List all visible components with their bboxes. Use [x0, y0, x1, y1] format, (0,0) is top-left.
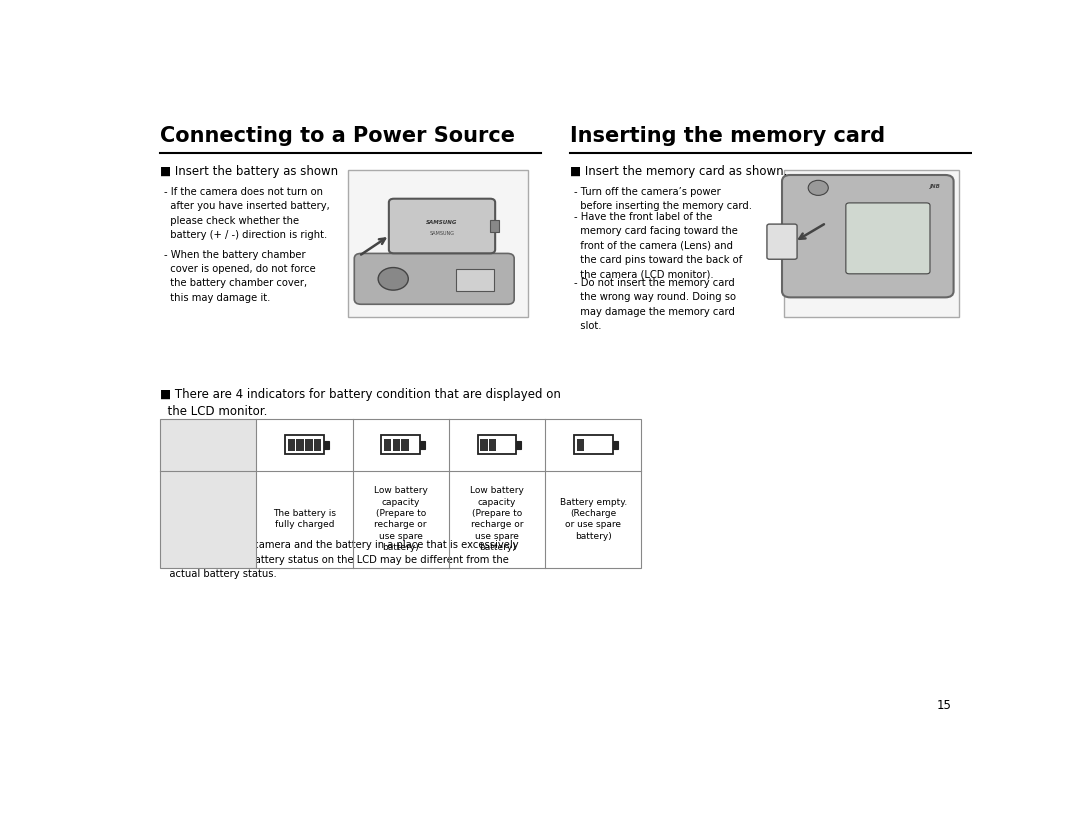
Bar — [490, 220, 499, 232]
Text: - When the battery chamber
  cover is opened, do not force
  the battery chamber: - When the battery chamber cover is open… — [164, 249, 316, 303]
Bar — [306, 438, 312, 452]
Bar — [285, 435, 324, 454]
Circle shape — [808, 180, 828, 196]
Bar — [477, 435, 516, 454]
Text: SAMSUNG: SAMSUNG — [430, 231, 455, 236]
Text: Connecting to a Power Source: Connecting to a Power Source — [160, 126, 515, 146]
FancyBboxPatch shape — [784, 170, 959, 317]
FancyBboxPatch shape — [767, 224, 797, 259]
Text: ■ Insert the memory card as shown.: ■ Insert the memory card as shown. — [570, 165, 787, 178]
Text: Battery
indicator: Battery indicator — [187, 434, 229, 455]
Text: - Do not insert the memory card
  the wrong way round. Doing so
  may damage the: - Do not insert the memory card the wron… — [575, 278, 737, 331]
Text: Battery
status: Battery status — [191, 509, 225, 530]
Text: - If the camera does not turn on
  after you have inserted battery,
  please che: - If the camera does not turn on after y… — [164, 187, 330, 240]
Text: ※ When using the camera and the battery in a place that is excessively
   cold o: ※ When using the camera and the battery … — [160, 540, 518, 579]
Bar — [489, 438, 497, 452]
Bar — [314, 438, 321, 452]
Text: The battery is
fully charged: The battery is fully charged — [273, 509, 336, 530]
FancyBboxPatch shape — [389, 199, 495, 253]
Text: - Have the front label of the
  memory card facing toward the
  front of the cam: - Have the front label of the memory car… — [575, 212, 743, 280]
Bar — [420, 441, 426, 449]
Bar — [516, 441, 522, 449]
Text: SAMSUNG: SAMSUNG — [427, 220, 458, 226]
Circle shape — [378, 267, 408, 290]
Bar — [160, 419, 256, 470]
Bar — [384, 438, 391, 452]
Text: - Turn off the camera’s power
  before inserting the memory card.: - Turn off the camera’s power before ins… — [575, 187, 753, 211]
Bar — [456, 269, 494, 291]
Text: Inserting the memory card: Inserting the memory card — [570, 126, 886, 146]
Text: ■ Insert the battery as shown: ■ Insert the battery as shown — [160, 165, 338, 178]
FancyBboxPatch shape — [354, 253, 514, 304]
Text: ■ There are 4 indicators for battery condition that are displayed on: ■ There are 4 indicators for battery con… — [160, 389, 561, 401]
Bar — [287, 438, 295, 452]
Bar — [402, 438, 409, 452]
Text: 15: 15 — [936, 698, 951, 711]
Bar — [296, 438, 303, 452]
FancyBboxPatch shape — [846, 203, 930, 274]
Text: the LCD monitor.: the LCD monitor. — [160, 405, 268, 418]
Bar — [612, 441, 618, 449]
Bar — [577, 438, 584, 452]
Bar — [160, 419, 642, 568]
Bar — [481, 438, 488, 452]
FancyBboxPatch shape — [782, 175, 954, 297]
Bar — [160, 470, 256, 568]
FancyBboxPatch shape — [349, 170, 528, 317]
Bar — [381, 435, 420, 454]
Bar — [324, 441, 328, 449]
Text: Low battery
capacity
(Prepare to
recharge or
use spare
battery): Low battery capacity (Prepare to recharg… — [374, 486, 428, 553]
Bar — [393, 438, 400, 452]
Text: JNB: JNB — [930, 183, 941, 189]
Text: Battery empty.
(Recharge
or use spare
battery): Battery empty. (Recharge or use spare ba… — [559, 497, 626, 541]
Bar — [573, 435, 612, 454]
Text: Low battery
capacity
(Prepare to
recharge or
use spare
battery): Low battery capacity (Prepare to recharg… — [470, 486, 524, 553]
